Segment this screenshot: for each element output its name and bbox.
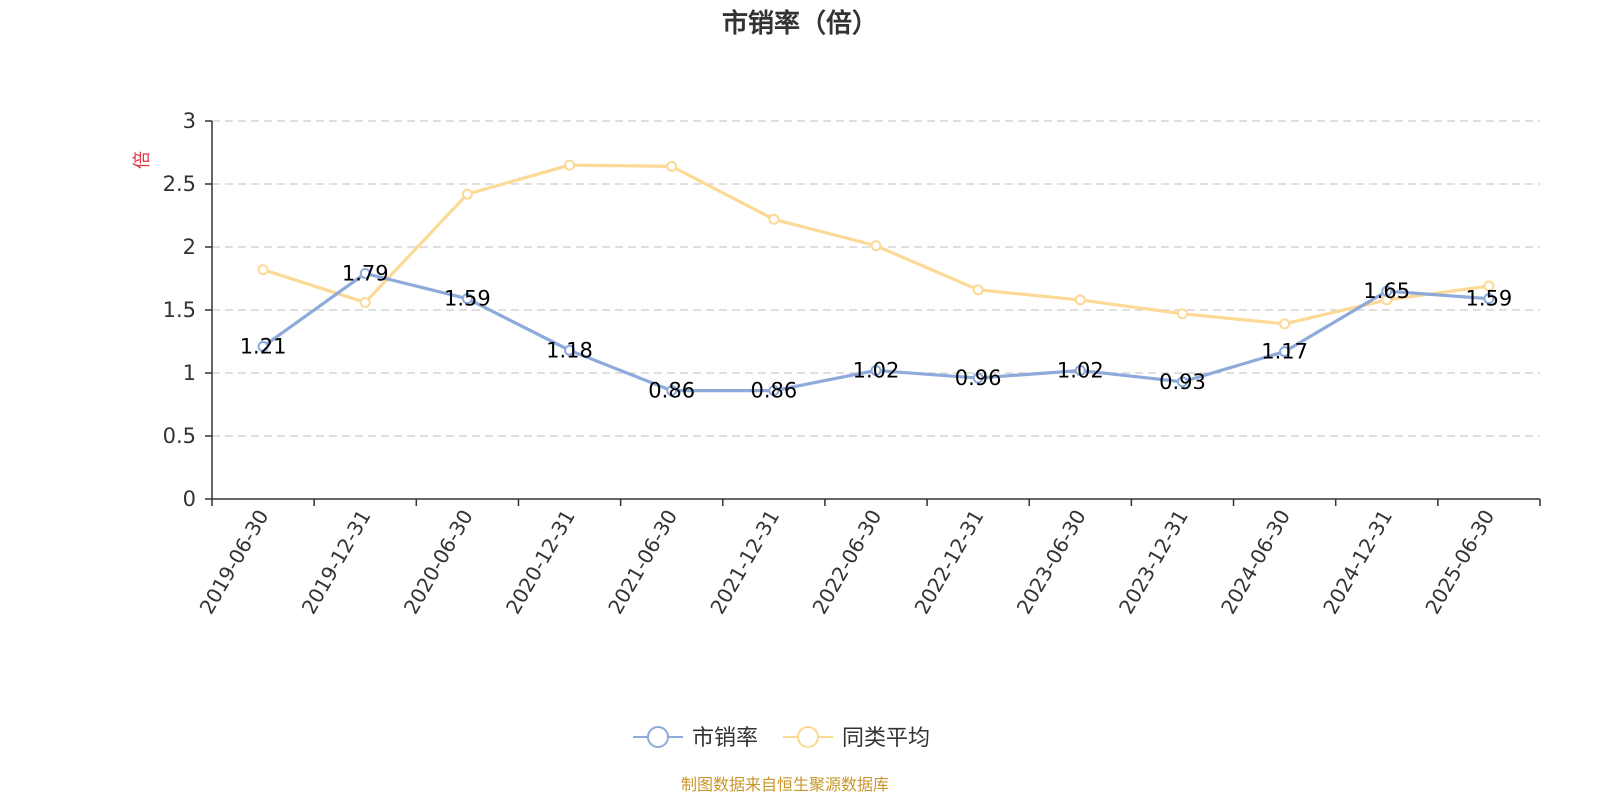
legend[interactable]: 市销率 同类平均 bbox=[633, 726, 930, 751]
axes bbox=[205, 120, 1541, 506]
data-point bbox=[972, 284, 984, 296]
legend-marker-series-1 bbox=[647, 726, 669, 748]
chart-title: 市销率（倍） bbox=[722, 8, 878, 39]
y-axis-label: 倍 bbox=[132, 151, 153, 169]
x-tick-label: 2024-12-31 bbox=[1318, 506, 1397, 619]
data-point bbox=[768, 213, 780, 225]
data-point bbox=[870, 240, 882, 252]
data-point bbox=[359, 296, 371, 308]
data-point bbox=[1483, 293, 1495, 305]
legend-marker-series-2 bbox=[797, 726, 819, 748]
data-point bbox=[257, 341, 269, 353]
data-point bbox=[1381, 285, 1393, 297]
data-labels: 1.21 1.79 1.59 1.18 0.86 0.86 1.02 0.96 1.02 0.93… bbox=[240, 261, 1513, 402]
x-tick-label: 2021-06-30 bbox=[603, 506, 682, 619]
series-1 bbox=[257, 267, 1495, 397]
y-tick-labels: 0 0.5 1 1.5 2 2.5 3 bbox=[163, 109, 196, 511]
data-label: 0.96 bbox=[955, 366, 1002, 390]
y-tick-label: 3 bbox=[183, 109, 196, 133]
data-label: 0.86 bbox=[648, 379, 695, 403]
data-point bbox=[461, 293, 473, 305]
data-label: 1.59 bbox=[1466, 287, 1513, 311]
x-tick-label: 2022-12-31 bbox=[910, 505, 989, 618]
data-label: 0.86 bbox=[750, 379, 797, 403]
data-point bbox=[564, 344, 576, 356]
data-label: 1.21 bbox=[240, 335, 287, 359]
x-tick-label: 2019-06-30 bbox=[195, 506, 274, 619]
x-tick-label: 2020-06-30 bbox=[399, 506, 478, 619]
x-tick-label: 2024-06-30 bbox=[1216, 506, 1295, 619]
data-point bbox=[564, 159, 576, 171]
legend-item-series-2[interactable]: 同类平均 bbox=[783, 726, 930, 751]
data-point bbox=[870, 364, 882, 376]
data-point bbox=[359, 267, 371, 279]
x-tick-label: 2021-12-31 bbox=[705, 506, 784, 619]
x-tick-label: 2019-12-31 bbox=[297, 506, 376, 619]
data-point bbox=[257, 264, 269, 276]
y-tick-label: 1.5 bbox=[163, 298, 196, 322]
series bbox=[257, 159, 1495, 397]
y-tick-label: 1 bbox=[183, 361, 196, 385]
data-label: 1.17 bbox=[1261, 340, 1308, 364]
y-tick-label: 0 bbox=[183, 487, 196, 511]
x-tick-label: 2020-12-31 bbox=[501, 506, 580, 619]
data-point bbox=[461, 188, 473, 200]
legend-label-series-1: 市销率 bbox=[692, 726, 758, 751]
data-point bbox=[1279, 318, 1291, 330]
data-label: 1.02 bbox=[853, 358, 900, 382]
y-tick-label: 2.5 bbox=[163, 172, 196, 196]
y-tick-label: 2 bbox=[183, 235, 196, 259]
legend-item-series-1[interactable]: 市销率 bbox=[633, 726, 758, 751]
series-2 bbox=[257, 159, 1495, 330]
data-point bbox=[972, 372, 984, 384]
data-label: 1.79 bbox=[342, 261, 389, 285]
x-tick-label: 2023-06-30 bbox=[1012, 506, 1091, 619]
data-label: 1.02 bbox=[1057, 358, 1104, 382]
data-label: 1.18 bbox=[546, 338, 593, 362]
x-tick-label: 2022-06-30 bbox=[807, 506, 886, 619]
data-point bbox=[1176, 376, 1188, 388]
y-tick-label: 0.5 bbox=[163, 424, 196, 448]
data-point bbox=[666, 160, 678, 172]
data-point bbox=[1074, 364, 1086, 376]
data-source-note: 制图数据来自恒生聚源数据库 bbox=[681, 775, 889, 794]
data-point bbox=[1483, 280, 1495, 292]
x-tick-label: 2023-12-31 bbox=[1114, 506, 1193, 619]
data-point bbox=[768, 385, 780, 397]
data-point bbox=[1074, 294, 1086, 306]
data-point bbox=[1279, 346, 1291, 358]
data-label: 1.59 bbox=[444, 287, 491, 311]
data-point bbox=[666, 385, 678, 397]
data-label: 0.93 bbox=[1159, 370, 1206, 394]
x-tick-label: 2025-06-30 bbox=[1420, 506, 1499, 619]
x-tick-labels: 2019-06-30 2019-12-31 2020-06-30 2020-12-31… bbox=[195, 505, 1500, 618]
data-label: 1.65 bbox=[1363, 279, 1410, 303]
data-point bbox=[1176, 308, 1188, 320]
legend-label-series-2: 同类平均 bbox=[842, 726, 930, 751]
gridlines bbox=[212, 120, 1540, 437]
